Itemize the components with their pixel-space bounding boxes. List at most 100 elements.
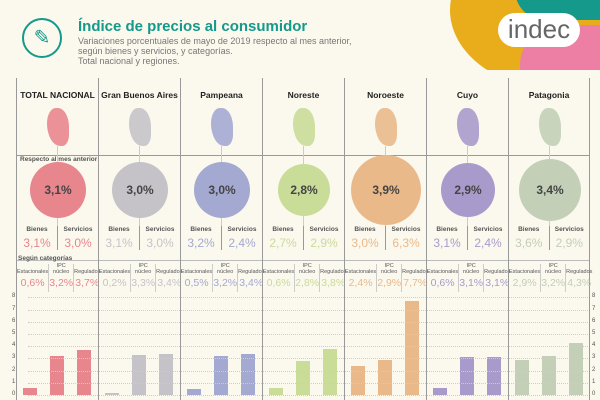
y-tick-label: 6 (592, 317, 596, 324)
region-name: Cuyo (456, 90, 479, 100)
category-label: IPC núcleo (53, 263, 70, 275)
category-value: 3,2% (49, 277, 74, 289)
total-value: 3,0% (126, 183, 154, 197)
y-tick-label: 1 (592, 378, 596, 385)
bienes-label: Bienes (272, 226, 294, 233)
region-column: Patagonia 3,4% Bienes 3,6% Servicios 2,9% … (508, 78, 592, 400)
y-tick-label: 0 (592, 391, 596, 397)
category-regulados: Regulados 3,1% (483, 264, 510, 292)
servicios: Servicios 6,3% (385, 226, 426, 250)
y-tick-label: 3 (12, 354, 16, 361)
region-column: Noroeste 3,9% Bienes 3,0% Servicios 6,3% E… (344, 78, 428, 400)
region-map-icon (293, 108, 315, 146)
category-nucleo: IPC núcleo 3,2% (48, 263, 74, 292)
category-label: IPC núcleo (217, 263, 234, 275)
y-tick-label: 5 (592, 330, 596, 336)
bar-regulados (159, 353, 173, 395)
gridline (28, 395, 588, 396)
bienes: Bienes 3,1% (427, 226, 467, 250)
category-estacionales: Estacionales 0,6% (427, 264, 458, 292)
y-tick-label: 2 (12, 366, 16, 373)
category-label: Estacionales (181, 269, 213, 275)
servicios-label: Servicios (391, 226, 421, 233)
subtitle-line: según bienes y servicios, y categorías. (78, 46, 233, 56)
servicios-value: 2,4% (228, 236, 256, 250)
y-tick-label: 8 (12, 293, 16, 300)
total-circle: 3,1% (30, 162, 86, 218)
category-label: Estacionales (345, 269, 377, 275)
bienes: Bienes 3,6% (509, 226, 549, 250)
gridline (28, 334, 588, 335)
region-column: Gran Buenos Aires 3,0% Bienes 3,1% Servic… (98, 78, 182, 400)
bienes-label: Bienes (518, 226, 540, 233)
total-circle: 2,8% (278, 164, 330, 216)
bienes: Bienes 3,1% (99, 226, 139, 250)
category-value: 4,3% (567, 277, 592, 289)
servicios-label: Servicios (227, 226, 257, 233)
total-value: 2,8% (290, 183, 318, 197)
category-estacionales: Estacionales 0,6% (17, 264, 48, 292)
category-value: 3,8% (321, 277, 346, 289)
category-label: IPC núcleo (135, 263, 152, 275)
bienes-value: 3,6% (515, 236, 543, 250)
total-circle: 3,9% (351, 155, 421, 225)
category-nucleo: IPC núcleo 3,3% (130, 263, 155, 292)
category-label: Regulados (74, 269, 101, 275)
category-label: Regulados (238, 269, 265, 275)
y-tick-label: 5 (12, 330, 16, 336)
region-column: Pampeana 3,0% Bienes 3,2% Servicios 2,4% E… (180, 78, 265, 400)
servicios: Servicios 2,9% (303, 226, 344, 250)
y-tick-label: 6 (12, 317, 16, 324)
segun-label: Según categorías (18, 255, 73, 262)
category-label: Regulados (484, 269, 511, 275)
category-value: 0,2% (102, 277, 127, 289)
bienes-value: 2,7% (269, 236, 297, 250)
y-tick-label: 4 (12, 342, 16, 349)
bar-ipc-n-cleo (132, 354, 146, 395)
total-circle: 3,0% (194, 162, 250, 218)
y-tick-label: 2 (592, 366, 596, 373)
category-value: 3,4% (239, 277, 264, 289)
region-name: Noroeste (367, 90, 404, 100)
divider (16, 260, 590, 261)
bar-estacionales (105, 392, 119, 395)
bar-ipc-n-cleo (214, 355, 228, 395)
region-name: Noreste (287, 90, 320, 100)
bienes-label: Bienes (190, 226, 212, 233)
bar-ipc-n-cleo (296, 360, 310, 395)
region-map-icon (129, 108, 151, 146)
bar-regulados (241, 353, 255, 395)
servicios-label: Servicios (309, 226, 339, 233)
bienes-label: Bienes (436, 226, 458, 233)
region-name: Patagonia (528, 90, 570, 100)
respecto-label: Respecto al mes anterior (20, 156, 98, 163)
region-column: Cuyo 2,9% Bienes 3,1% Servicios 2,4% Estac… (426, 78, 510, 400)
category-value: 0,6% (266, 277, 291, 289)
bienes: Bienes 3,1% (17, 226, 57, 250)
category-value: 3,4% (157, 277, 182, 289)
bar-regulados (323, 348, 337, 395)
total-circle: 2,9% (441, 163, 495, 217)
bar-estacionales (23, 387, 37, 395)
servicios-value: 3,0% (146, 236, 174, 250)
y-tick-label: 7 (592, 305, 596, 312)
region-map-icon (375, 108, 397, 146)
subtitle-line: Total nacional y regiones. (78, 56, 180, 66)
category-value: 3,2% (213, 277, 238, 289)
bienes-value: 3,1% (433, 236, 461, 250)
category-nucleo: IPC núcleo 3,2% (212, 263, 238, 292)
region-map-icon (457, 108, 479, 146)
bar-regulados (569, 342, 583, 395)
servicios-value: 3,0% (64, 236, 92, 250)
category-estacionales: Estacionales 0,6% (263, 264, 294, 292)
bar-ipc-n-cleo (50, 355, 64, 395)
total-value: 3,1% (44, 183, 72, 197)
category-label: Estacionales (509, 269, 541, 275)
region-name: TOTAL NACIONAL (20, 90, 95, 100)
category-label: Estacionales (99, 269, 131, 275)
bar-estacionales (187, 388, 201, 395)
bar-estacionales (433, 387, 447, 395)
y-tick-label: 8 (592, 293, 596, 300)
bienes-label: Bienes (354, 226, 376, 233)
bar-ipc-n-cleo (542, 355, 556, 395)
